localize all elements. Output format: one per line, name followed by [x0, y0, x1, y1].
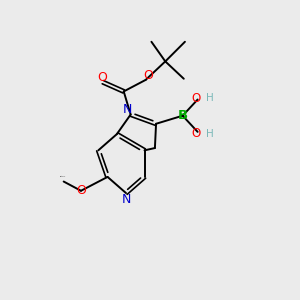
Text: O: O: [97, 70, 107, 84]
Text: methoxy: methoxy: [60, 176, 66, 177]
Text: O: O: [192, 92, 201, 105]
Text: O: O: [192, 127, 201, 140]
Text: N: N: [121, 193, 131, 206]
Text: O: O: [143, 69, 153, 82]
Text: H: H: [206, 129, 214, 139]
Text: B: B: [178, 109, 188, 122]
Text: N: N: [123, 103, 133, 116]
Text: O: O: [76, 184, 86, 196]
Text: H: H: [206, 93, 214, 103]
